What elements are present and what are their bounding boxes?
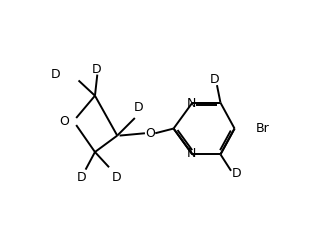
Text: D: D [111, 171, 121, 184]
Text: D: D [134, 101, 143, 114]
Text: N: N [186, 147, 196, 160]
Text: O: O [145, 127, 155, 140]
Text: D: D [210, 73, 219, 86]
Text: D: D [77, 171, 87, 184]
Text: D: D [232, 167, 242, 180]
Text: O: O [59, 115, 69, 128]
Text: D: D [91, 63, 101, 76]
Text: D: D [50, 68, 60, 81]
Text: Br: Br [256, 122, 269, 135]
Text: N: N [186, 97, 196, 110]
